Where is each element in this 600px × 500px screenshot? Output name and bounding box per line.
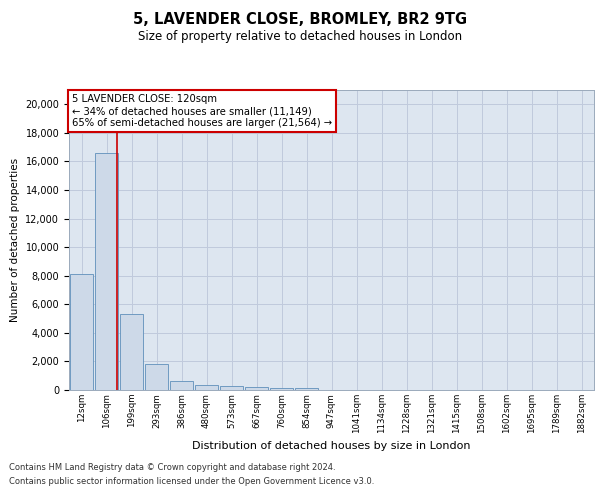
Text: Contains public sector information licensed under the Open Government Licence v3: Contains public sector information licen… — [9, 477, 374, 486]
Bar — [220, 386, 243, 390]
Bar — [295, 388, 318, 390]
Text: Size of property relative to detached houses in London: Size of property relative to detached ho… — [138, 30, 462, 43]
Bar — [245, 387, 268, 390]
Y-axis label: Number of detached properties: Number of detached properties — [10, 158, 20, 322]
Text: 5, LAVENDER CLOSE, BROMLEY, BR2 9TG: 5, LAVENDER CLOSE, BROMLEY, BR2 9TG — [133, 12, 467, 28]
Text: 5 LAVENDER CLOSE: 120sqm
← 34% of detached houses are smaller (11,149)
65% of se: 5 LAVENDER CLOSE: 120sqm ← 34% of detach… — [71, 94, 332, 128]
Bar — [95, 153, 118, 390]
Bar — [145, 364, 168, 390]
Bar — [120, 314, 143, 390]
Bar — [270, 388, 293, 390]
Bar — [195, 384, 218, 390]
Bar — [70, 274, 93, 390]
Bar — [170, 380, 193, 390]
X-axis label: Distribution of detached houses by size in London: Distribution of detached houses by size … — [192, 442, 471, 452]
Text: Contains HM Land Registry data © Crown copyright and database right 2024.: Contains HM Land Registry data © Crown c… — [9, 464, 335, 472]
